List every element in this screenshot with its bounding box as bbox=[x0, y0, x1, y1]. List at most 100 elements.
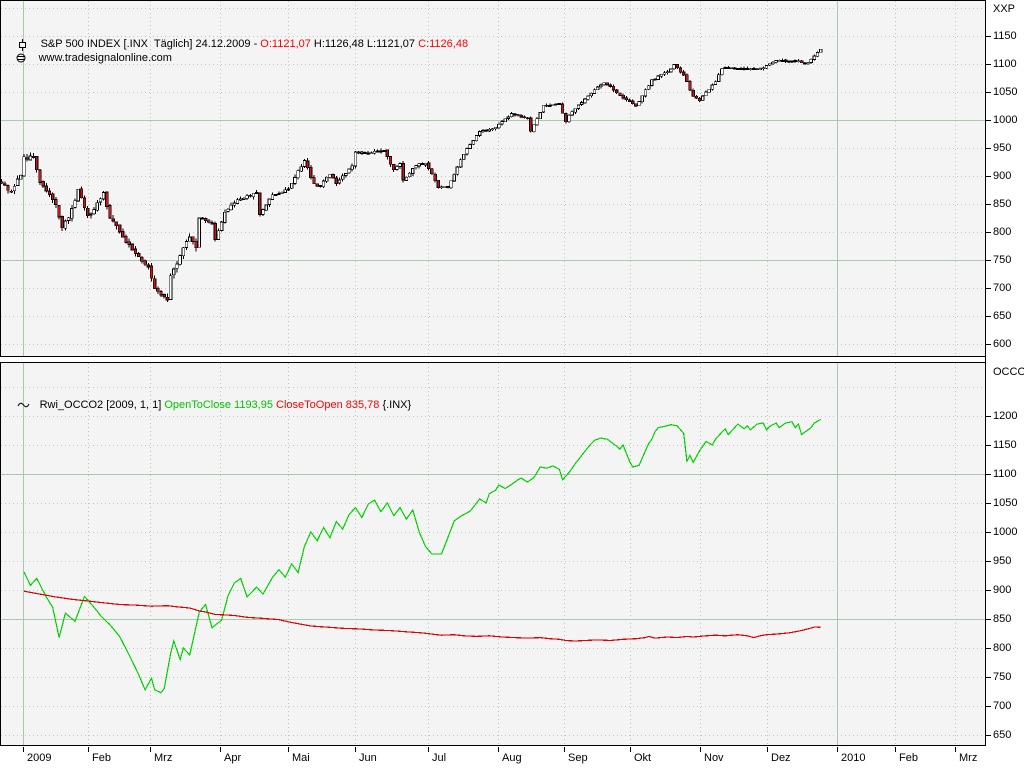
price-chart-panel[interactable] bbox=[0, 0, 986, 357]
scale-tick-label: 1150 bbox=[993, 30, 1017, 42]
scale-tick bbox=[986, 619, 991, 620]
time-tick-label: Mai bbox=[292, 752, 310, 764]
time-tick-label: 2010 bbox=[841, 752, 866, 764]
scale-divider bbox=[985, 0, 986, 746]
scale-tick-label: 900 bbox=[993, 584, 1012, 596]
scale-tick bbox=[986, 344, 991, 345]
scale-tick bbox=[986, 120, 991, 121]
time-tick bbox=[355, 747, 356, 752]
price-scale[interactable]: XXP 1150 1100 1050 1000 950 900 850 800 750 700 65… bbox=[986, 0, 1024, 357]
time-tick-label: Mrz bbox=[959, 752, 978, 764]
indicator-line-closetoopen[interactable] bbox=[23, 590, 821, 642]
scale-tick-label: 850 bbox=[993, 198, 1012, 210]
scale-tick bbox=[986, 590, 991, 591]
scale-tick-label: 1100 bbox=[993, 468, 1017, 480]
scale-tick bbox=[986, 260, 991, 261]
indicator-chart-panel[interactable] bbox=[0, 362, 986, 746]
scale-tick-label: 1150 bbox=[993, 439, 1017, 451]
close-to-open-value: CloseToOpen 835,78 bbox=[276, 399, 383, 411]
time-tick-label: Okt bbox=[634, 752, 652, 764]
time-tick-label: Apr bbox=[224, 752, 242, 764]
indicator-series[interactable] bbox=[23, 418, 821, 694]
time-tick bbox=[428, 747, 429, 752]
time-tick bbox=[564, 747, 565, 752]
time-tick-label: Sep bbox=[568, 752, 588, 764]
scale-tick bbox=[986, 92, 991, 93]
scale-tick bbox=[986, 416, 991, 417]
scale-tick bbox=[986, 36, 991, 37]
globe-icon bbox=[16, 29, 34, 65]
watermark-text: www.tradesignalonline.com bbox=[38, 52, 172, 64]
time-tick-label: Dez bbox=[771, 752, 791, 764]
scale-tick bbox=[986, 316, 991, 317]
time-tick-label: Mrz bbox=[154, 752, 173, 764]
time-tick-label: Feb bbox=[899, 752, 918, 764]
time-tick bbox=[630, 747, 631, 752]
scale-tick bbox=[986, 677, 991, 678]
time-axis[interactable]: 2009 Feb Mrz Apr Mai Jun Jul Aug Sep Okt Nov Dez 201… bbox=[0, 746, 1024, 768]
candlestick-series[interactable] bbox=[0, 48, 823, 302]
time-tick bbox=[288, 747, 289, 752]
time-tick-label: Jul bbox=[432, 752, 447, 764]
scale-tick bbox=[986, 648, 991, 649]
time-tick-label: 2009 bbox=[27, 752, 52, 764]
scale-tick bbox=[986, 474, 991, 475]
scale-tick-label: 600 bbox=[993, 338, 1012, 350]
scale-tick-label: 950 bbox=[993, 555, 1012, 567]
scale-tick-label: 850 bbox=[993, 613, 1012, 625]
scale-tick bbox=[986, 204, 991, 205]
time-tick bbox=[498, 747, 499, 752]
time-tick-label: Feb bbox=[92, 752, 111, 764]
time-tick bbox=[837, 747, 838, 752]
scale-tick bbox=[986, 288, 991, 289]
scale-tick bbox=[986, 735, 991, 736]
time-tick bbox=[220, 747, 221, 752]
time-tick bbox=[895, 747, 896, 752]
scale-tick-label: 1050 bbox=[993, 86, 1018, 98]
scale-tick bbox=[986, 176, 991, 177]
indicator-line-opentoclose[interactable] bbox=[23, 418, 821, 694]
scale-tick-label: 650 bbox=[993, 310, 1012, 322]
time-tick bbox=[88, 747, 89, 752]
instrument-name-date: S&P 500 INDEX [.INX Täglich] 24.12.2009 … bbox=[40, 38, 261, 50]
indicator-name: Rwi_OCCO2 [2009, 1, 1] bbox=[39, 399, 165, 411]
time-tick-label: Nov bbox=[704, 752, 724, 764]
scale-tick bbox=[986, 706, 991, 707]
scale-tick-label: 650 bbox=[993, 729, 1012, 741]
scale-tick-label: 1050 bbox=[993, 497, 1018, 509]
scale-tick bbox=[986, 445, 991, 446]
scale-tick-label: 1000 bbox=[993, 114, 1018, 126]
scale-tick-label: 1000 bbox=[993, 526, 1018, 538]
price-scale-title: XXP bbox=[993, 3, 1016, 15]
scale-tick bbox=[986, 232, 991, 233]
scale-tick-label: 800 bbox=[993, 226, 1012, 238]
instrument-title: S&P 500 INDEX [.INX Täglich] 24.12.2009 … bbox=[6, 3, 468, 63]
scale-tick-label: 750 bbox=[993, 254, 1012, 266]
time-tick bbox=[150, 747, 151, 752]
scale-tick-label: 1100 bbox=[993, 58, 1017, 70]
scale-tick bbox=[986, 64, 991, 65]
scale-tick-label: 700 bbox=[993, 282, 1012, 294]
scale-tick-label: 900 bbox=[993, 170, 1012, 182]
candlestick-series-icon bbox=[18, 15, 36, 51]
close-value: C:1126,48 bbox=[418, 38, 469, 50]
indicator-scale-title: OCCO bbox=[993, 366, 1024, 378]
time-tick-label: Jun bbox=[359, 752, 377, 764]
grid-layer bbox=[1, 363, 985, 745]
indicator-title: Rwi_OCCO2 [2009, 1, 1] OpenToClose 1193,… bbox=[5, 364, 411, 424]
time-tick bbox=[700, 747, 701, 752]
time-tick-label: Aug bbox=[502, 752, 522, 764]
open-value: O:1121,07 bbox=[260, 38, 314, 50]
scale-tick-label: 750 bbox=[993, 671, 1012, 683]
time-tick bbox=[23, 747, 24, 752]
scale-tick bbox=[986, 148, 991, 149]
indicator-symbol-suffix: {.INX} bbox=[382, 399, 412, 411]
time-tick bbox=[767, 747, 768, 752]
watermark-row: www.tradesignalonline.com bbox=[4, 17, 172, 77]
scale-tick-label: 1200 bbox=[993, 410, 1018, 422]
high-low-values: H:1126,48 L:1121,07 bbox=[313, 38, 419, 50]
scale-tick-label: 800 bbox=[993, 642, 1012, 654]
scale-tick-label: 700 bbox=[993, 700, 1012, 712]
indicator-scale[interactable]: OCCO 1200 1150 1100 1050 1000 950 900 850 800 750… bbox=[986, 362, 1024, 746]
